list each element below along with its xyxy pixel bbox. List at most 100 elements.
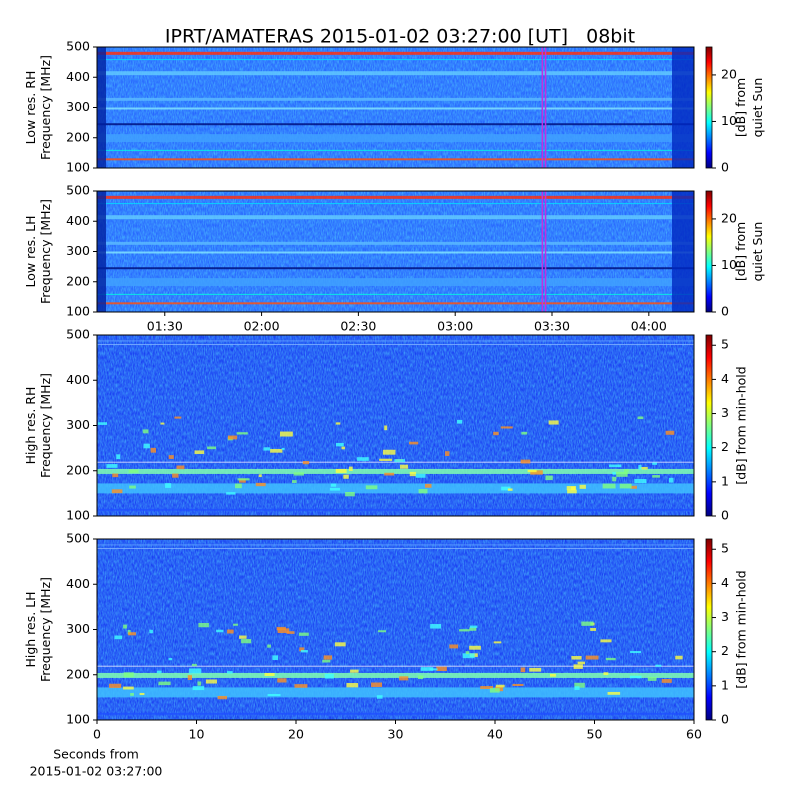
- spectrogram-burst: [109, 683, 122, 688]
- spectrogram-burst: [300, 650, 308, 653]
- colorbar-tick-label: 20: [721, 210, 737, 225]
- colorbar: [705, 46, 713, 169]
- colorbar: [705, 538, 713, 721]
- colorbar-label: [dB] from: [733, 222, 748, 281]
- spectrogram-burst: [236, 432, 248, 435]
- spectrogram-burst: [382, 449, 396, 455]
- spectrogram-burst: [603, 672, 609, 676]
- spectrogram-burst: [192, 686, 205, 691]
- spectrogram-burst: [129, 485, 136, 489]
- spectrogram-burst: [330, 483, 337, 487]
- spectrogram-burst: [226, 492, 236, 495]
- spectrogram-burst: [281, 447, 285, 450]
- spectrogram-burst: [176, 465, 185, 470]
- spectrogram-burst: [227, 671, 233, 674]
- spectrogram-burst: [294, 684, 308, 688]
- y-tick-label: 500: [66, 327, 90, 342]
- spectrogram-burst: [156, 670, 162, 674]
- spectrogram-burst: [469, 645, 481, 650]
- spectrogram-band: [97, 97, 694, 101]
- spectrogram-burst: [106, 464, 118, 468]
- spectrogram-burst: [639, 466, 648, 470]
- spectrogram-band: [97, 508, 694, 511]
- spectrogram-burst: [207, 446, 216, 450]
- spectrogram-burst: [571, 656, 582, 660]
- spectrogram-burst: [668, 477, 674, 483]
- spectrogram-band: [97, 107, 694, 110]
- y-tick-label: 100: [66, 508, 90, 523]
- colorbar-tick-label: 3: [721, 405, 729, 420]
- spectrogram-burst: [612, 476, 617, 482]
- spectrogram-burst: [149, 629, 153, 634]
- spectrogram-burst: [384, 425, 388, 431]
- spectrogram-burst: [142, 429, 149, 434]
- spectrogram-band: [97, 195, 694, 199]
- spectrogram-band: [97, 302, 694, 305]
- spectrogram-burst: [480, 686, 493, 689]
- spectrogram-edge: [672, 191, 694, 312]
- spectrogram-burst: [520, 459, 531, 464]
- spectrogram-burst: [227, 629, 234, 634]
- spectrogram-burst: [612, 471, 616, 475]
- spectrogram-burst: [371, 682, 383, 687]
- x-tick-label: 50: [587, 727, 603, 742]
- spectrogram-burst: [116, 454, 121, 460]
- spectrogram-burst: [322, 659, 331, 663]
- spectrogram-burst: [365, 485, 378, 490]
- spectrogram-burst: [630, 651, 642, 654]
- spectrogram-burst: [394, 459, 406, 463]
- spectrogram-burst: [430, 624, 441, 629]
- spectrogram-burst: [348, 466, 353, 471]
- spectrogram-burst: [292, 480, 297, 483]
- spectrogram-burst: [377, 630, 386, 633]
- x-tick-label: 40: [487, 727, 503, 742]
- y-tick-label: 300: [66, 417, 90, 432]
- y-axis-label: High res. LH: [23, 591, 38, 667]
- spectrogram-burst: [346, 683, 359, 688]
- colorbar-label: [dB] from min-hold: [734, 570, 749, 688]
- spectrogram-burst: [520, 667, 526, 673]
- spectrogram-burst: [415, 473, 426, 478]
- spectrogram-burst: [400, 464, 409, 469]
- spectrogram-band: [97, 293, 694, 295]
- spectrogram-burst: [194, 450, 205, 454]
- spectrogram-burst: [456, 419, 463, 424]
- x-tick-label: 0: [93, 727, 101, 742]
- spectrogram-burst: [216, 629, 224, 633]
- y-tick-label: 500: [66, 531, 90, 546]
- spectrogram-burst: [661, 679, 672, 683]
- spectrogram-burst: [227, 435, 238, 440]
- y-tick-label: 100: [66, 160, 90, 175]
- spectrogram-band: [97, 672, 694, 678]
- spectrogram-burst: [123, 624, 127, 629]
- spectrogram-edge: [672, 47, 694, 168]
- spectrogram-band: [97, 468, 694, 474]
- y-axis-label: High res. RH: [23, 387, 38, 465]
- spectrogram-burst: [341, 446, 346, 450]
- spectrogram-burst: [665, 430, 675, 435]
- spectrogram-burst: [585, 655, 599, 660]
- spectrogram-burst: [343, 474, 349, 479]
- x-tick-label: 03:00: [437, 319, 473, 334]
- spectrogram-burst: [459, 629, 470, 632]
- y-tick-label: 200: [66, 129, 90, 144]
- colorbar-tick-label: 0: [721, 304, 729, 319]
- spectrogram-burst: [608, 464, 622, 468]
- colorbar-label: [dB] from: [733, 78, 748, 137]
- spectrogram-burst: [675, 655, 683, 660]
- x-tick-label: 30: [388, 727, 404, 742]
- spectrogram-burst: [529, 667, 542, 672]
- spectrogram-burst: [500, 426, 513, 429]
- spectrogram-burst: [335, 468, 347, 473]
- spectrogram-band: [97, 278, 694, 287]
- spectrogram-burst: [293, 472, 304, 476]
- spectrogram-burst: [270, 449, 283, 453]
- spectrogram-burst: [276, 626, 286, 631]
- spectrogram-burst: [579, 484, 586, 489]
- spectrogram-burst: [189, 668, 202, 674]
- spectrogram-burst: [168, 658, 173, 661]
- spectrogram-burst: [574, 682, 585, 688]
- colorbar-tick-label: 4: [721, 575, 729, 590]
- spectrogram-band: [97, 665, 694, 667]
